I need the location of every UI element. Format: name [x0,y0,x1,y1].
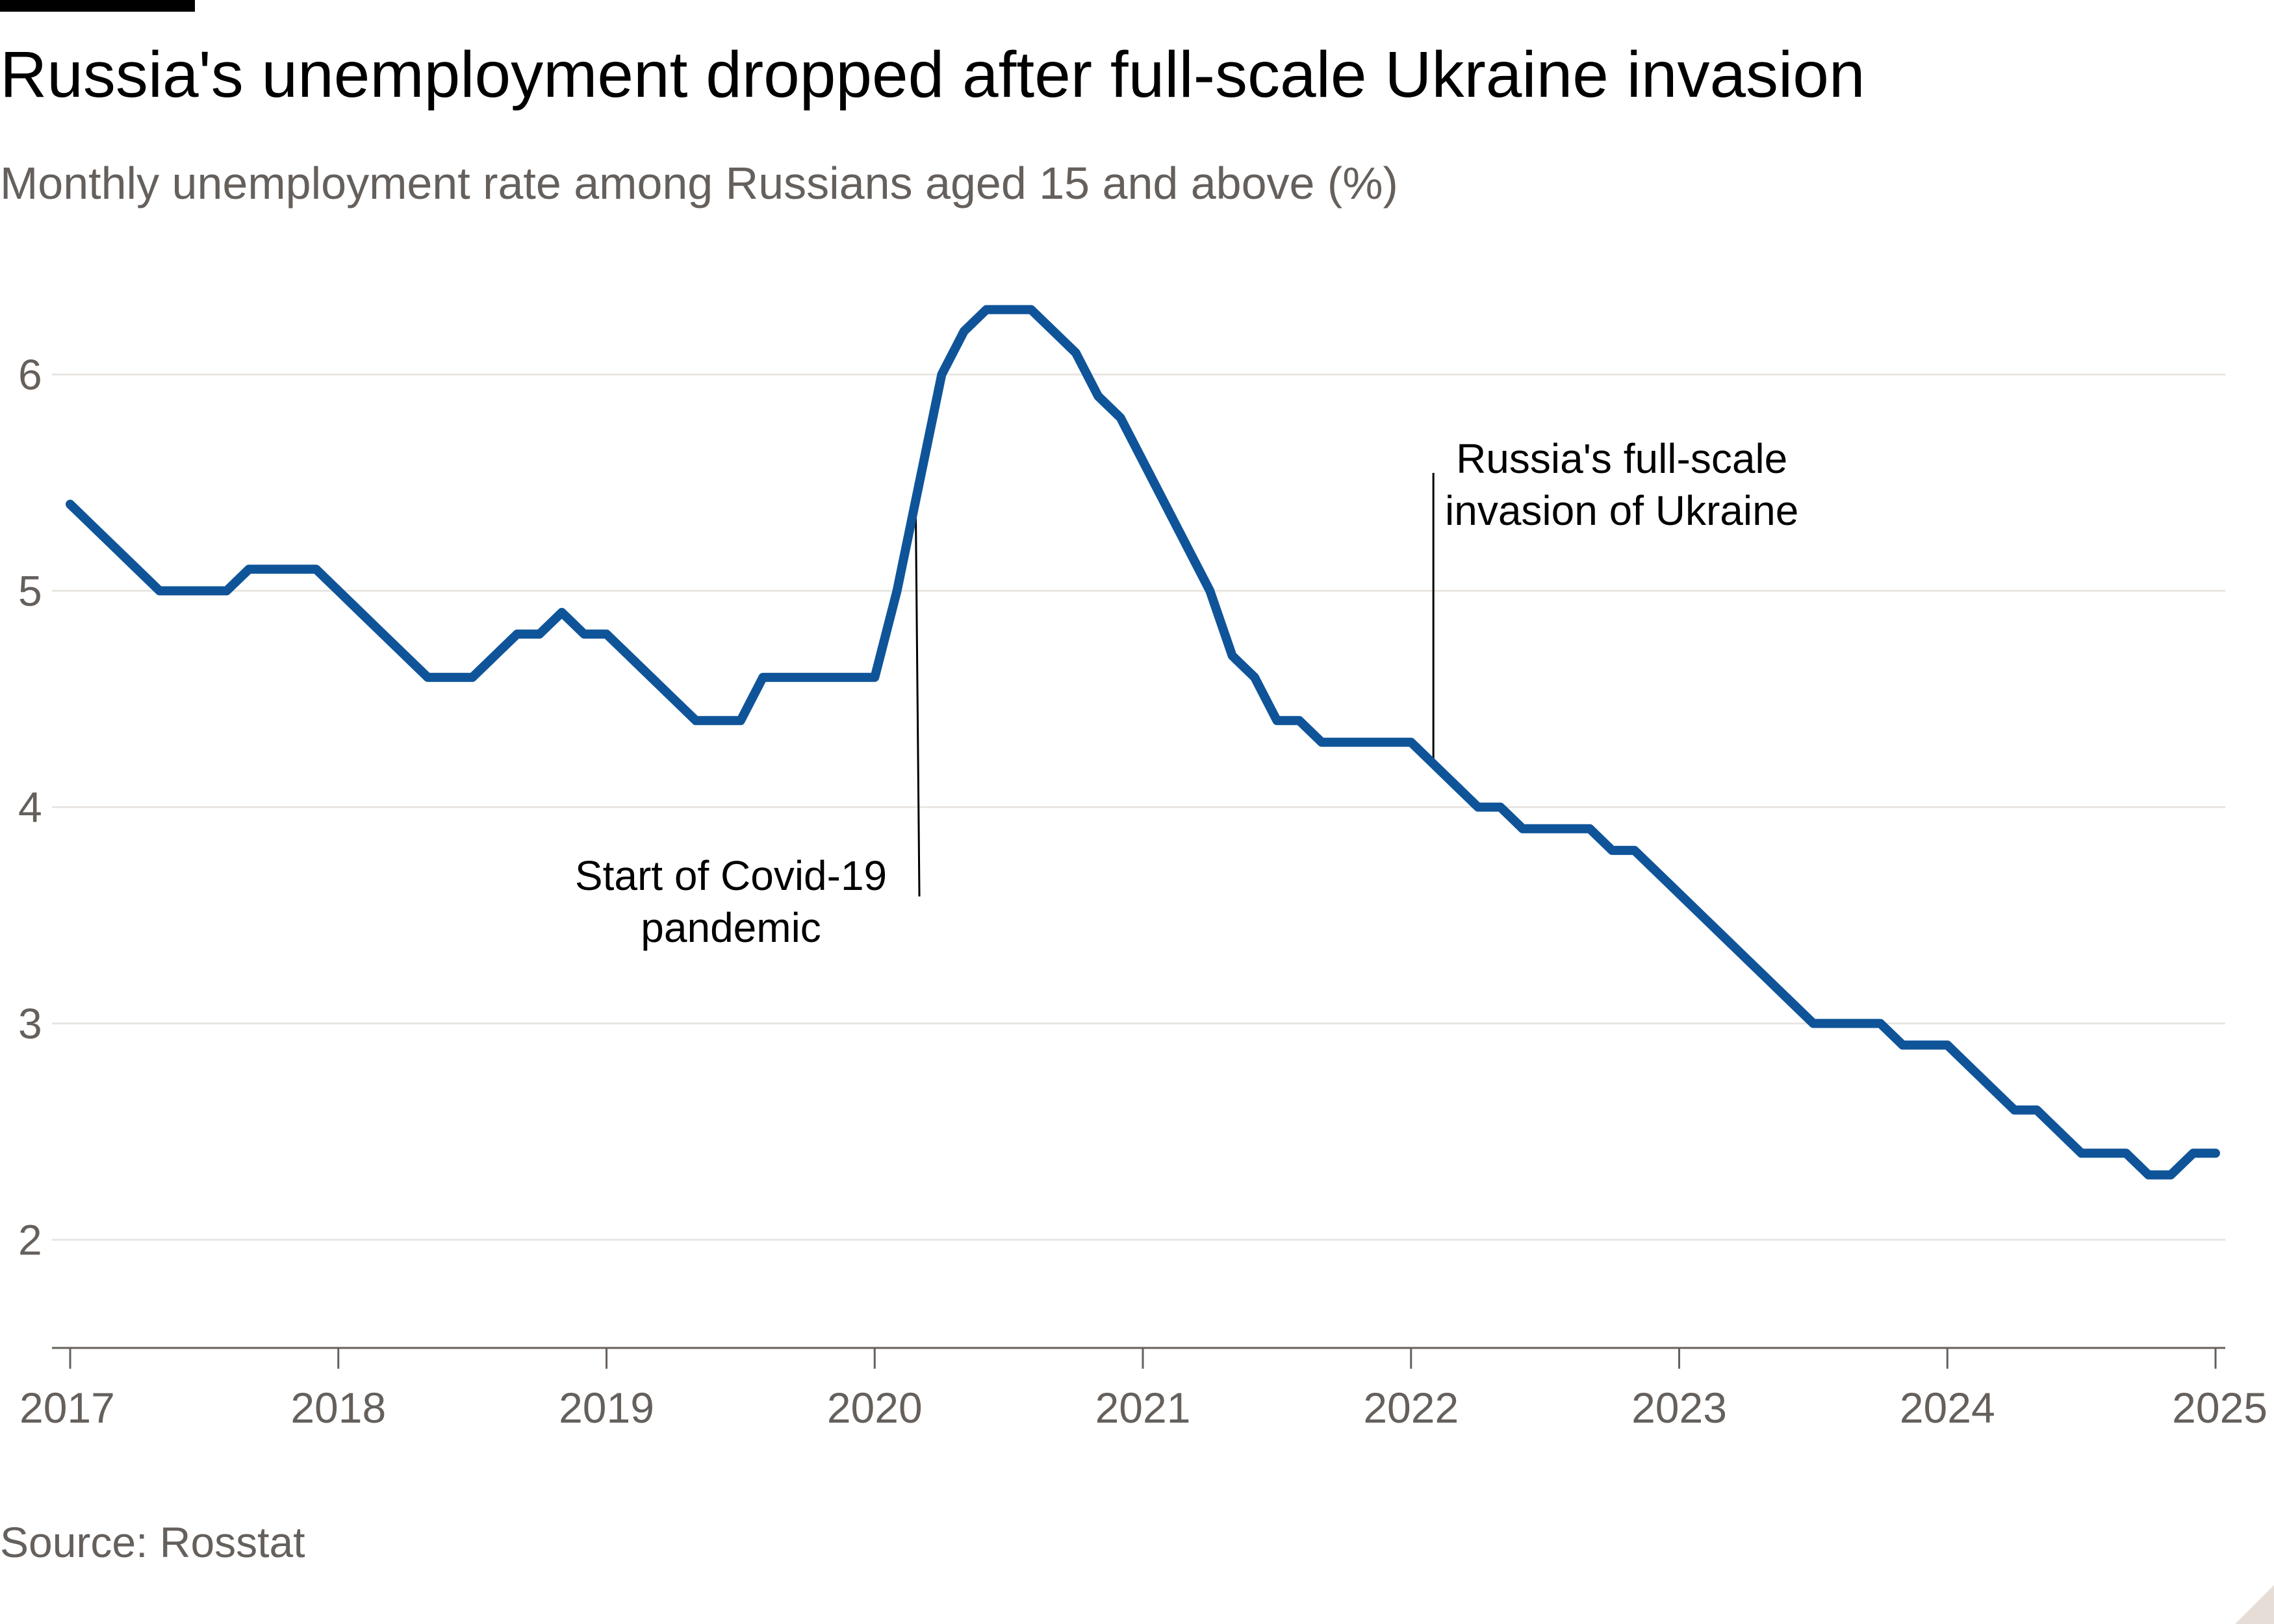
y-tick-label: 6 [18,351,42,399]
top-rule [0,0,195,12]
corner-mark [2235,1585,2274,1624]
x-tick-label: 2021 [1095,1384,1191,1432]
annotation: Start of Covid-19 pandemic [575,482,921,951]
annotation-text: pandemic [641,904,821,951]
y-tick-label: 5 [18,567,42,615]
annotations: Start of Covid-19 pandemic Russia's full-s… [575,435,1798,951]
grid-lines [52,374,2225,1241]
series-line [66,305,2220,1180]
annotation: Russia's full-scale invasion of Ukraine [1432,435,1798,764]
x-axis: 2017 2018 2019 2020 2021 2022 2023 2024 2025 [19,1347,2268,1432]
x-tick-label: 2022 [1363,1384,1459,1432]
annotation-text: Start of Covid-19 [575,852,887,899]
x-tick-label: 2019 [559,1384,654,1432]
x-tick-label: 2024 [1900,1384,1995,1432]
chart-title: Russia's unemployment dropped after full… [0,38,1865,111]
annotation-leader-line [914,482,921,897]
annotation-text: Russia's full-scale [1456,435,1787,482]
x-tick-label: 2025 [2172,1384,2268,1432]
annotation-text: invasion of Ukraine [1445,487,1798,534]
x-tick-label: 2017 [19,1384,115,1432]
x-tick-label: 2018 [290,1384,386,1432]
x-tick-label: 2020 [827,1384,923,1432]
y-tick-label: 2 [18,1216,42,1264]
y-axis-ticks: 2 3 4 5 6 [18,351,42,1264]
x-tick-label: 2023 [1631,1384,1727,1432]
y-tick-label: 4 [18,783,42,831]
chart-subtitle: Monthly unemployment rate among Russians… [0,158,1398,209]
source-note: Source: Rosstat [0,1518,305,1566]
series [66,305,2220,1180]
y-tick-label: 3 [18,1000,42,1048]
